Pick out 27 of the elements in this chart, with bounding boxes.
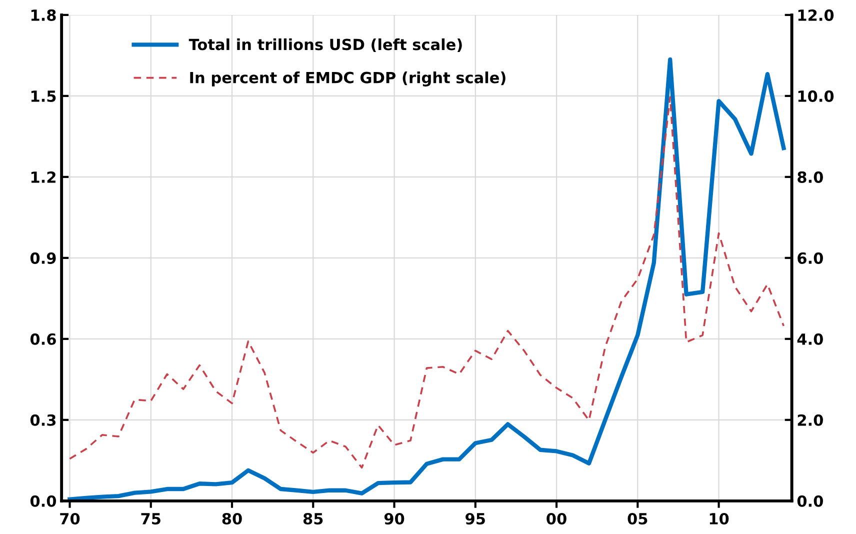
y2-tick-label: 10.0 [798,90,834,102]
y2-tick-label: 8.0 [798,171,823,183]
x-tick-label: 75 [141,513,160,525]
x-tick-label: 05 [628,512,648,525]
x-tick-label: 70 [60,512,80,525]
y2-tick-label: 0.0 [797,495,823,507]
y-tick-label: 0.0 [30,495,56,507]
x-tick-label: 95 [466,512,485,525]
y-tick-label: 0.3 [30,414,56,426]
x-tick-label: 10 [710,512,729,525]
y-tick-label: 1.2 [31,171,56,183]
y2-tick-label: 4.0 [797,333,823,345]
y-tick-label: 1.8 [31,9,56,21]
line-series [68,96,785,469]
x-tick-label: 85 [303,512,323,525]
y2-tick-label: 6.0 [798,252,823,264]
x-tick-label: 00 [546,512,566,525]
y2-tick-label: 12.0 [798,9,834,21]
legend-label: Total in trillions USD (left scale) [188,38,462,52]
y-tick-label: 1.5 [31,90,56,102]
legend-label: In percent of EMDC GDP (right scale) [190,72,506,86]
y-tick-label: 0.6 [30,333,56,345]
y2-tick-label: 2.0 [798,414,823,426]
x-tick-label: 80 [222,512,242,525]
x-tick-label: 90 [384,512,404,525]
line-series [68,57,786,501]
y-tick-label: 0.9 [30,252,56,264]
